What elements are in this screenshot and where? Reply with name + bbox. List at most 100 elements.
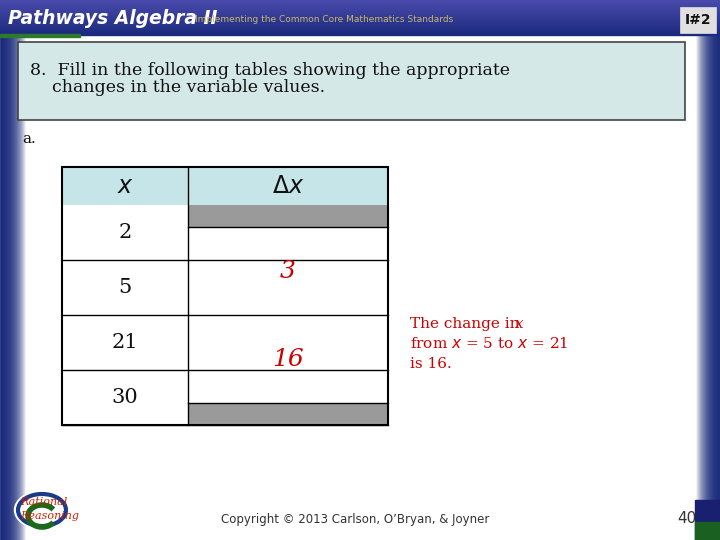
Bar bbox=[13, 0, 14, 540]
Bar bbox=[697, 0, 698, 540]
Bar bbox=[0, 21, 720, 22]
Bar bbox=[0, 0, 1, 540]
Bar bbox=[710, 0, 711, 540]
Bar bbox=[0, 3, 720, 4]
Bar bbox=[9, 0, 10, 540]
Bar bbox=[0, 15, 720, 16]
Text: $\Delta\mathit{x}$: $\Delta\mathit{x}$ bbox=[272, 174, 304, 198]
Bar bbox=[695, 522, 720, 540]
Bar bbox=[0, 6, 720, 7]
Bar bbox=[7, 0, 8, 540]
Text: a.: a. bbox=[22, 132, 36, 146]
Text: 21: 21 bbox=[112, 333, 138, 352]
Bar bbox=[711, 0, 712, 540]
Bar bbox=[695, 0, 696, 540]
Bar bbox=[22, 0, 23, 540]
Text: 5: 5 bbox=[118, 278, 132, 297]
Bar bbox=[696, 0, 697, 540]
Bar bbox=[712, 0, 713, 540]
Bar bbox=[0, 33, 720, 34]
Bar bbox=[62, 167, 388, 205]
Bar bbox=[706, 0, 707, 540]
Bar bbox=[707, 0, 708, 540]
Bar bbox=[0, 0, 720, 1]
Bar bbox=[719, 0, 720, 540]
Bar bbox=[2, 0, 3, 540]
Bar bbox=[14, 0, 15, 540]
Bar bbox=[680, 7, 716, 33]
Bar bbox=[0, 8, 720, 9]
Bar bbox=[703, 0, 704, 540]
Bar bbox=[20, 0, 21, 540]
Bar bbox=[0, 30, 720, 31]
Bar bbox=[188, 403, 388, 425]
Bar bbox=[0, 11, 720, 12]
Bar bbox=[0, 10, 720, 11]
Bar bbox=[0, 28, 720, 29]
Bar bbox=[24, 0, 25, 540]
Bar bbox=[713, 0, 714, 540]
Bar bbox=[698, 0, 699, 540]
Bar bbox=[715, 0, 716, 540]
Bar bbox=[708, 0, 709, 540]
Text: $\mathit{x}$: $\mathit{x}$ bbox=[117, 174, 133, 198]
Bar bbox=[714, 0, 715, 540]
Bar bbox=[0, 12, 720, 13]
Bar bbox=[705, 0, 706, 540]
Bar bbox=[4, 0, 5, 540]
Bar bbox=[23, 0, 24, 540]
Bar bbox=[18, 0, 19, 540]
Text: Pathways Algebra II: Pathways Algebra II bbox=[8, 9, 217, 28]
Bar bbox=[0, 25, 720, 26]
Text: Rational: Rational bbox=[20, 497, 67, 507]
Bar bbox=[716, 0, 717, 540]
Text: x: x bbox=[515, 317, 523, 331]
Bar bbox=[62, 167, 388, 425]
Bar bbox=[0, 16, 720, 17]
Bar bbox=[0, 26, 720, 27]
Bar bbox=[17, 0, 18, 540]
Bar bbox=[718, 0, 719, 540]
Bar bbox=[0, 22, 720, 23]
Bar bbox=[704, 0, 705, 540]
Bar bbox=[0, 19, 720, 20]
Bar bbox=[1, 0, 2, 540]
Bar bbox=[15, 0, 16, 540]
Text: changes in the variable values.: changes in the variable values. bbox=[30, 79, 325, 96]
Bar bbox=[0, 34, 80, 37]
Bar bbox=[8, 0, 9, 540]
Bar bbox=[0, 5, 720, 6]
Bar bbox=[12, 0, 13, 540]
Bar bbox=[0, 14, 720, 15]
Ellipse shape bbox=[14, 491, 70, 529]
Bar bbox=[16, 0, 17, 540]
Bar bbox=[0, 20, 720, 21]
Text: 16: 16 bbox=[272, 348, 304, 370]
Bar bbox=[0, 29, 720, 30]
Bar bbox=[10, 0, 11, 540]
Text: 30: 30 bbox=[112, 388, 138, 407]
Bar bbox=[11, 0, 12, 540]
Bar bbox=[21, 0, 22, 540]
Bar bbox=[0, 18, 720, 19]
Text: 2: 2 bbox=[118, 223, 132, 242]
Text: Reasoning: Reasoning bbox=[20, 511, 79, 521]
Bar bbox=[0, 2, 720, 3]
Bar bbox=[0, 13, 720, 14]
Bar bbox=[62, 167, 388, 425]
Bar bbox=[717, 0, 718, 540]
Bar bbox=[700, 0, 701, 540]
Bar bbox=[0, 27, 720, 28]
Text: Implementing the Common Core Mathematics Standards: Implementing the Common Core Mathematics… bbox=[195, 15, 454, 24]
Bar bbox=[6, 0, 7, 540]
Text: I#2: I#2 bbox=[685, 13, 711, 27]
Bar bbox=[0, 24, 720, 25]
Bar bbox=[0, 9, 720, 10]
Bar bbox=[5, 0, 6, 540]
Bar bbox=[0, 34, 720, 35]
Bar bbox=[18, 42, 685, 120]
Text: 40: 40 bbox=[677, 511, 696, 526]
Bar bbox=[695, 500, 720, 540]
Bar bbox=[188, 205, 388, 227]
Bar bbox=[709, 0, 710, 540]
